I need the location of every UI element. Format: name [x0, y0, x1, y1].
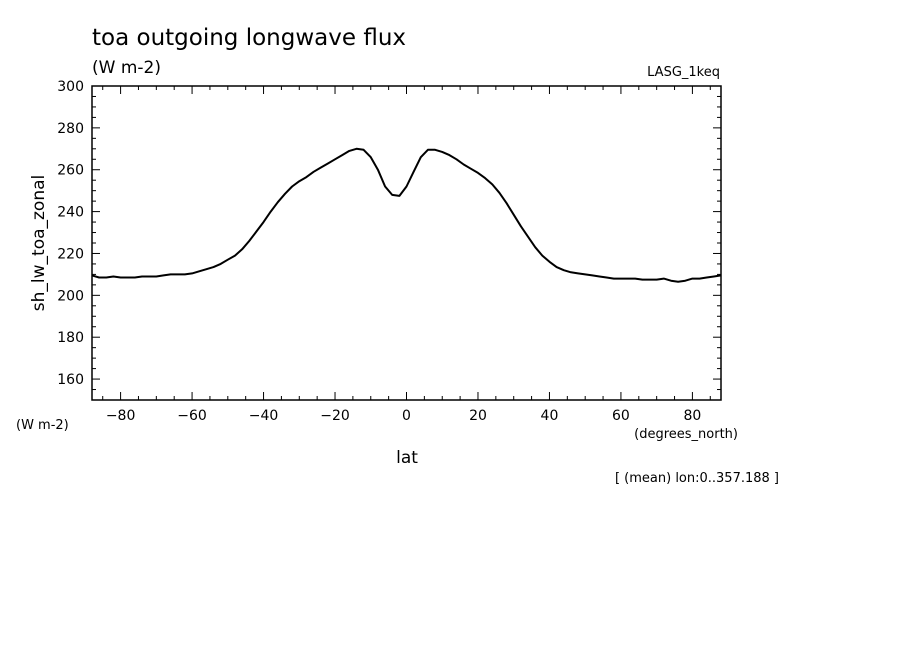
- x-tick-label: 20: [469, 408, 487, 424]
- y-tick-label: 280: [57, 121, 84, 137]
- dataset-label: LASG_1keq: [647, 65, 720, 80]
- y-tick-label: 160: [57, 372, 84, 388]
- x-tick-label: −20: [320, 408, 350, 424]
- y-tick-label: 220: [57, 246, 84, 262]
- y-axis-label: sh_lw_toa_zonal: [29, 175, 49, 311]
- x-axis-units: (degrees_north): [634, 427, 738, 442]
- chart-units: (W m-2): [92, 58, 161, 78]
- x-tick-label: −60: [177, 408, 207, 424]
- plot-frame: [91, 85, 722, 401]
- y-axis-ticks: 160 180 200 220 240 260 280 300: [57, 79, 721, 401]
- x-tick-label: 40: [541, 408, 559, 424]
- y-axis-units: (W m-2): [16, 418, 69, 433]
- y-tick-label: 180: [57, 330, 84, 346]
- x-axis-ticks: −80 −60 −40 −20 0 20 40 60 80: [102, 86, 711, 424]
- x-tick-label: 60: [612, 408, 630, 424]
- x-tick-label: 0: [402, 408, 411, 424]
- y-tick-label: 200: [57, 288, 84, 304]
- y-tick-label: 240: [57, 205, 84, 221]
- y-tick-label: 260: [57, 163, 84, 179]
- y-tick-label: 300: [57, 79, 84, 95]
- chart-title: toa outgoing longwave flux: [92, 25, 406, 51]
- footnote: [ (mean) lon:0..357.188 ]: [615, 471, 779, 486]
- x-tick-label: −80: [106, 408, 136, 424]
- series-line: [91, 147, 722, 283]
- x-axis-label: lat: [396, 448, 418, 468]
- x-tick-label: −40: [249, 408, 279, 424]
- x-tick-label: 80: [683, 408, 701, 424]
